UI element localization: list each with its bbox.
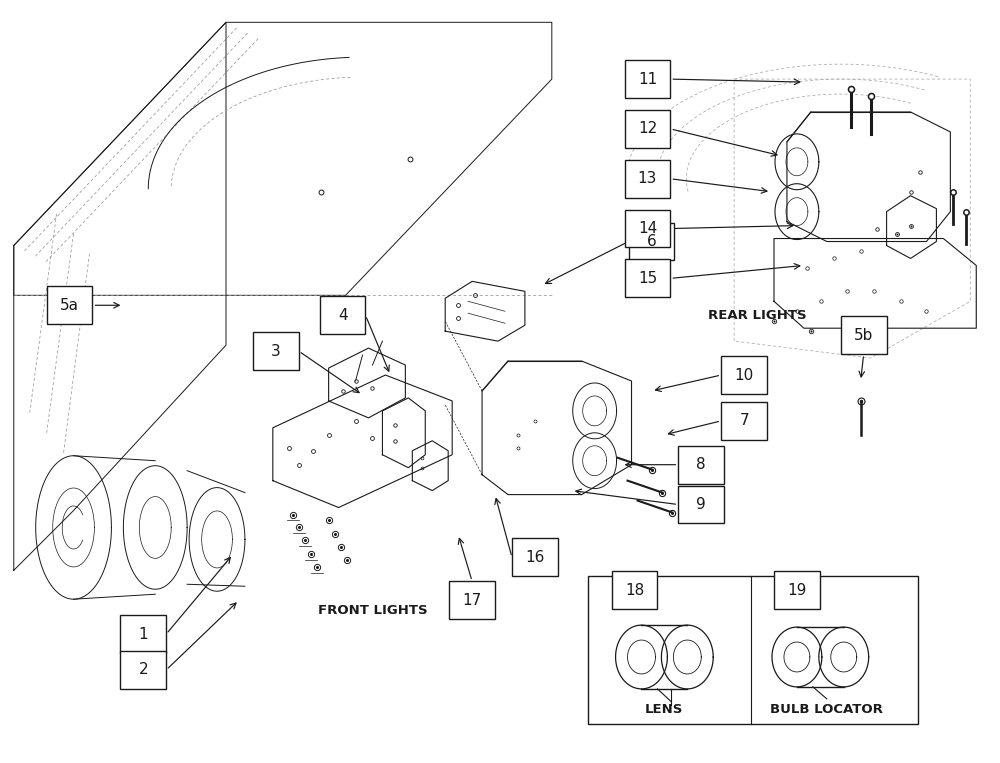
Text: 1: 1 xyxy=(138,626,148,642)
Text: 5b: 5b xyxy=(854,327,873,343)
Text: BULB LOCATOR: BULB LOCATOR xyxy=(770,703,883,716)
Text: 6: 6 xyxy=(647,234,656,249)
Bar xyxy=(320,296,365,334)
Text: 17: 17 xyxy=(462,593,482,607)
Text: 7: 7 xyxy=(739,414,749,428)
Bar xyxy=(612,571,657,609)
Text: 5a: 5a xyxy=(60,298,79,313)
Text: 10: 10 xyxy=(734,368,754,382)
Text: 9: 9 xyxy=(696,497,706,512)
Text: 13: 13 xyxy=(638,171,657,186)
Bar xyxy=(774,571,820,609)
Bar xyxy=(721,356,767,394)
Bar xyxy=(120,651,166,689)
Bar xyxy=(678,485,724,523)
Bar xyxy=(512,539,558,576)
Text: 11: 11 xyxy=(638,72,657,87)
Bar xyxy=(120,615,166,653)
Text: REAR LIGHTS: REAR LIGHTS xyxy=(708,309,806,322)
Bar xyxy=(625,60,670,98)
Text: 15: 15 xyxy=(638,271,657,286)
Text: 8: 8 xyxy=(696,457,706,472)
Bar xyxy=(625,159,670,198)
Bar xyxy=(625,259,670,298)
Text: 19: 19 xyxy=(787,583,807,597)
Bar xyxy=(629,223,674,260)
Text: LENS: LENS xyxy=(645,703,684,716)
Bar xyxy=(588,576,918,724)
Text: 3: 3 xyxy=(271,343,281,359)
Bar xyxy=(47,286,92,324)
Bar xyxy=(721,402,767,439)
Text: FRONT LIGHTS: FRONT LIGHTS xyxy=(318,604,427,617)
Bar xyxy=(625,210,670,247)
Text: 4: 4 xyxy=(338,307,347,323)
Text: 2: 2 xyxy=(138,662,148,678)
Bar xyxy=(625,110,670,148)
Text: 18: 18 xyxy=(625,583,644,597)
Bar xyxy=(678,446,724,484)
Text: 16: 16 xyxy=(525,550,545,565)
Bar xyxy=(449,581,495,619)
Bar xyxy=(841,316,887,354)
Text: 12: 12 xyxy=(638,121,657,137)
Bar xyxy=(253,332,299,370)
Text: 14: 14 xyxy=(638,221,657,236)
